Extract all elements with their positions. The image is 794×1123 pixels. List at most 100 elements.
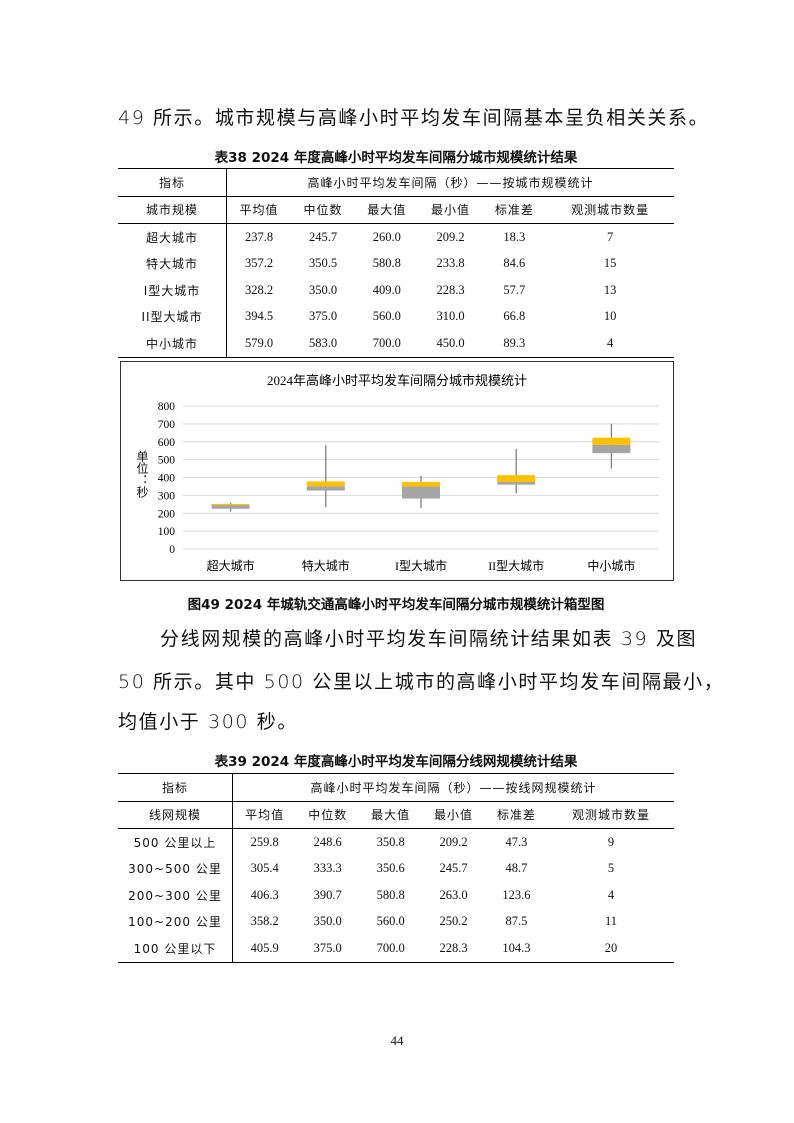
table-cell: 57.7 bbox=[503, 282, 526, 297]
header-cell: 高峰小时平均发车间隔（秒）——按城市规模统计 bbox=[226, 168, 674, 197]
header-cell: 指标 bbox=[118, 168, 227, 197]
y-tick-label: 800 bbox=[158, 401, 176, 413]
column-header: 观测城市数量 bbox=[547, 801, 674, 829]
x-tick-label: I型大城市 bbox=[395, 558, 447, 573]
table-cell: 263.0 bbox=[439, 887, 468, 902]
table-cell: 13 bbox=[603, 282, 617, 297]
table-row: 中小城市 579.0 583.0 700.0 450.0 89.3 4 bbox=[118, 330, 674, 358]
box-upper bbox=[402, 481, 440, 487]
table-cell: 4 bbox=[607, 887, 615, 902]
table-cell: 20 bbox=[547, 935, 674, 963]
table-cell: 245.7 bbox=[439, 861, 468, 876]
paragraph-line: 50 所示。其中 500 公里以上城市的高峰小时平均发车间隔最小， bbox=[118, 671, 725, 693]
column-header: 平均值 bbox=[226, 196, 292, 224]
table-cell: 358.2 bbox=[250, 914, 279, 929]
table-cell: 350.0 bbox=[313, 914, 342, 929]
table-cell: 350.0 bbox=[308, 282, 338, 297]
box-plot: 2024年高峰小时平均发车间隔分城市规模统计 0 100 200 300 400 500 60… bbox=[158, 373, 659, 573]
column-header: 最大值 bbox=[359, 801, 423, 829]
table-cell: 305.4 bbox=[250, 861, 279, 876]
x-tick-label: 中小城市 bbox=[587, 558, 635, 573]
table38-caption: 表38 2024 年度高峰小时平均发车间隔分城市规模统计结果 bbox=[214, 150, 578, 166]
y-tick-label: 400 bbox=[158, 473, 176, 485]
table-cell: 375.0 bbox=[296, 935, 360, 963]
table39: 指标 高峰小时平均发车间隔（秒）——按线网规模统计 线网规模 平均值 中位数 最大值 最小值… bbox=[118, 773, 674, 963]
figure49-caption: 图49 2024 年城轨交通高峰小时平均发车间隔分城市规模统计箱型图 bbox=[187, 597, 605, 613]
table-cell: 300~500 公里 bbox=[118, 855, 233, 882]
table-cell: 48.7 bbox=[505, 861, 528, 876]
y-tick-label: 700 bbox=[158, 419, 176, 431]
table-row: 超大城市 237.8 245.7 260.0 209.2 18.3 7 bbox=[118, 223, 674, 251]
table-cell: I型大城市 bbox=[118, 277, 227, 304]
table-row: 特大城市 357.2 350.5 580.8 233.8 84.6 15 bbox=[118, 250, 674, 277]
box-upper bbox=[306, 481, 345, 487]
header-cell: 高峰小时平均发车间隔（秒）——按线网规模统计 bbox=[232, 773, 674, 802]
table-cell: 700.0 bbox=[359, 935, 423, 963]
table-cell: 560.0 bbox=[372, 309, 401, 324]
table38: 指标 高峰小时平均发车间隔（秒）——按城市规模统计 城市规模 平均值 中位数 最大值 最小值… bbox=[118, 168, 674, 358]
column-header: 标准差 bbox=[485, 801, 548, 829]
box-lower bbox=[306, 486, 345, 491]
x-tick-label: 特大城市 bbox=[302, 558, 350, 573]
column-header: 观测城市数量 bbox=[546, 196, 674, 224]
table-cell: 特大城市 bbox=[118, 250, 227, 277]
paragraph-line: 均值小于 300 秒。 bbox=[118, 711, 298, 733]
table-cell: 中小城市 bbox=[118, 330, 227, 358]
table-cell: 579.0 bbox=[226, 330, 292, 358]
box-lower bbox=[592, 444, 631, 454]
table-cell: 405.9 bbox=[232, 935, 297, 963]
column-header: 中位数 bbox=[296, 801, 360, 829]
table-cell: 18.3 bbox=[503, 229, 526, 244]
column-header: 线网规模 bbox=[118, 801, 233, 829]
table-cell: 248.6 bbox=[313, 834, 342, 849]
table-cell: 700.0 bbox=[354, 330, 419, 358]
box-upper bbox=[592, 437, 631, 445]
table-cell: 237.8 bbox=[244, 229, 274, 244]
table-cell: 310.0 bbox=[436, 309, 465, 324]
table-cell: 394.5 bbox=[244, 309, 274, 324]
y-tick-label: 200 bbox=[158, 508, 176, 520]
table-cell: 15 bbox=[603, 256, 617, 271]
table-cell: 350.5 bbox=[308, 256, 338, 271]
table-row: 300~500 公里 305.4 333.3 350.6 245.7 48.7 5 bbox=[118, 855, 674, 882]
table-cell: 123.6 bbox=[502, 887, 531, 902]
table-cell: 200~300 公里 bbox=[118, 882, 233, 909]
page-number: 44 bbox=[390, 1033, 404, 1048]
paragraph-line: 49 所示。城市规模与高峰小时平均发车间隔基本呈负相关关系。 bbox=[118, 107, 710, 129]
box-lower bbox=[497, 481, 536, 485]
y-tick-label: 600 bbox=[158, 437, 176, 449]
box-upper bbox=[497, 475, 536, 482]
column-header: 最大值 bbox=[354, 196, 419, 224]
column-header: 平均值 bbox=[232, 801, 297, 829]
table-cell: 328.2 bbox=[244, 282, 274, 297]
table-cell: 100~200 公里 bbox=[118, 908, 233, 935]
y-tick-label: 0 bbox=[169, 544, 175, 556]
table-cell: 583.0 bbox=[291, 330, 355, 358]
table-cell: 84.6 bbox=[503, 256, 526, 271]
table-cell: 87.5 bbox=[505, 914, 528, 929]
column-header: 最小值 bbox=[422, 801, 486, 829]
box-lower bbox=[402, 486, 440, 499]
table-row: 500 公里以上 259.8 248.6 350.8 209.2 47.3 9 bbox=[118, 828, 674, 856]
box-lower bbox=[211, 505, 250, 509]
table-row: I型大城市 328.2 350.0 409.0 228.3 57.7 13 bbox=[118, 277, 674, 304]
table-cell: 10 bbox=[603, 309, 617, 324]
table-cell: 209.2 bbox=[436, 229, 465, 244]
figure49-chart: 2024年高峰小时平均发车间隔分城市规模统计 0 100 200 300 400 500 60… bbox=[120, 361, 674, 581]
table-cell: 89.3 bbox=[482, 330, 547, 358]
table-cell: 233.8 bbox=[436, 256, 465, 271]
table-cell: 4 bbox=[546, 330, 674, 358]
table-cell: 259.8 bbox=[250, 834, 279, 849]
table-row: 100 公里以下 405.9 375.0 700.0 228.3 104.3 20 bbox=[118, 935, 674, 963]
table-cell: 580.8 bbox=[376, 887, 405, 902]
chart-title: 2024年高峰小时平均发车间隔分城市规模统计 bbox=[267, 373, 527, 388]
table-cell: 409.0 bbox=[372, 282, 401, 297]
table-cell: 9 bbox=[607, 834, 615, 849]
table-row: 100~200 公里 358.2 350.0 560.0 250.2 87.5 11 bbox=[118, 908, 674, 935]
table-cell: 260.0 bbox=[372, 229, 401, 244]
table-cell: 500 公里以上 bbox=[118, 828, 233, 856]
column-header: 标准差 bbox=[482, 196, 547, 224]
table-cell: 104.3 bbox=[485, 935, 548, 963]
table-row: 200~300 公里 406.3 390.7 580.8 263.0 123.6 4 bbox=[118, 882, 674, 909]
x-tick-label: 超大城市 bbox=[207, 558, 255, 573]
